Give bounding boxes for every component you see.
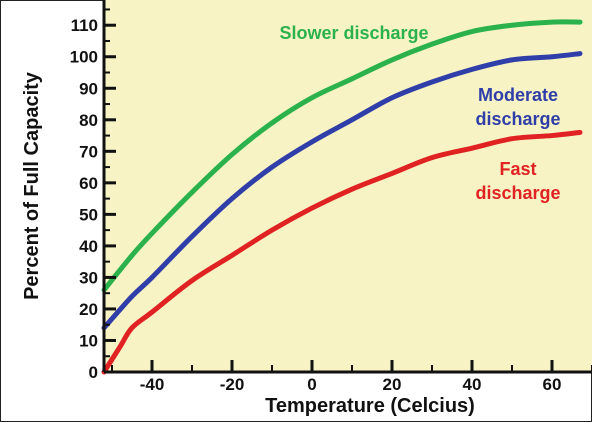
x-tick-label: 40 (463, 375, 482, 394)
series-annotation-3: Fast discharge (475, 159, 560, 203)
y-tick-label: 40 (79, 237, 98, 256)
y-tick-label: 0 (89, 363, 98, 382)
x-axis-title: Temperature (Celcius) (265, 395, 475, 417)
y-tick-label: 10 (79, 331, 98, 350)
y-tick-label: 110 (71, 16, 98, 35)
y-tick-label: 50 (79, 205, 98, 224)
y-tick-label: 20 (79, 300, 98, 319)
x-tick-label: 60 (543, 375, 562, 394)
y-tick-label: 100 (70, 48, 98, 67)
y-tick-label: 30 (79, 268, 98, 287)
labels-layer: Slower discharge Moderate discharge Fast dis… (279, 23, 560, 203)
x-tick-label: -40 (140, 375, 165, 394)
series-line-3 (101, 129, 583, 375)
x-tick-label: 0 (307, 375, 316, 394)
series-line-1 (101, 19, 583, 293)
series-line-2 (101, 51, 583, 331)
y-tick-label: 70 (79, 142, 98, 161)
x-tick-label: -20 (220, 375, 245, 394)
y-axis-title: Percent of Full Capacity (21, 71, 43, 300)
x-tick-label: 20 (383, 375, 402, 394)
series-annotation-2: Moderate discharge (475, 85, 560, 129)
y-tick-label: 90 (79, 79, 98, 98)
series-annotation-1: Slower discharge (279, 23, 428, 43)
y-tick-label: 60 (79, 174, 98, 193)
series-layer (101, 19, 583, 375)
ticks-layer: 0 10 20 30 40 50 60 70 80 90 100 110 -40 -20 0 20 40 60 (70, 8, 592, 394)
y-tick-label: 80 (79, 111, 98, 130)
